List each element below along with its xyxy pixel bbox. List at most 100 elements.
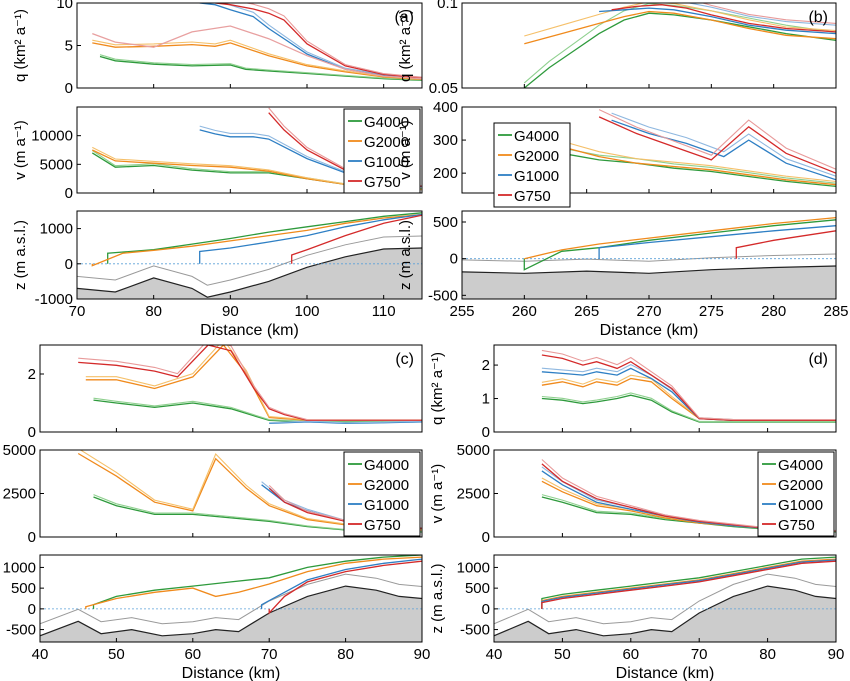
series-line-G750 [268,560,422,615]
legend-label-G4000: G4000 [364,457,409,474]
y-tick-label: 0 [482,424,490,441]
y-tick-label: 5000 [3,442,36,459]
series-line-G2000 [92,42,422,81]
series-line-G2000 [524,132,836,186]
legend: G4000 G2000 G1000 G750 [343,451,421,537]
series-line-pale-G750 [78,345,422,421]
bed-line [77,247,422,298]
series-line-ref [92,25,422,80]
series-line-G750 [735,230,836,259]
series-line-G750 [541,354,836,421]
y-tick-label: 200 [433,165,458,182]
x-tick-label: 110 [372,303,396,320]
legend-label-G750: G750 [778,517,815,534]
series-line-G2000 [91,213,422,267]
panel-label: (c) [395,351,414,368]
series-line-G4000 [99,55,422,81]
y-tick-label: 0 [65,185,73,202]
legend-label-G2000: G2000 [778,477,823,494]
legend: G4000 G2000 G1000 G750 [493,122,571,208]
base-line [462,253,836,262]
legend-box [343,108,421,194]
series-line-G750 [78,345,422,422]
series-line-pale-G4000 [541,392,836,422]
x-tick-label: 70 [261,646,278,663]
q-axis-label: q (km² a⁻¹) [429,352,446,425]
y-tick-label: -500 [428,287,458,304]
y-tick-label: 5000 [40,156,73,173]
series-line-G1000 [541,367,836,421]
v-axis-label: v (m a⁻¹) [397,120,414,180]
series-line-G750 [598,116,836,174]
x-tick-label: 90 [828,646,845,663]
bedrock-fill [40,586,422,642]
legend-label-G2000: G2000 [514,148,559,165]
z-axis-label: z (m a.s.l.) [397,220,414,290]
series-line-G4000 [107,212,422,264]
bed-line [494,585,836,637]
legend-label-G750: G750 [364,517,401,534]
y-tick-label: 0 [450,251,458,268]
series-line-G1000 [598,225,836,259]
v-plot [524,109,836,188]
series-line-pale-G1000 [611,112,836,177]
series-line-G4000 [93,399,422,423]
q-plot [78,345,422,424]
legend-label-G4000: G4000 [778,457,823,474]
v-axis-label: v (m a⁻¹) [12,120,29,180]
x-tick-label: 60 [184,646,201,663]
x-tick-label: 50 [554,646,571,663]
x-axis-label: Distance (km) [182,665,281,681]
x-tick-label: 90 [222,303,239,320]
y-tick-label: 1000 [3,559,36,576]
bed-line [462,265,836,274]
z-plot [40,555,422,642]
y-tick-label: -1000 [35,291,73,308]
y-tick-label: 2500 [3,486,36,503]
v-axes-frame [76,106,423,194]
x-tick-label: 60 [622,646,639,663]
x-tick-label: 100 [294,303,319,320]
y-tick-label: 500 [465,580,490,597]
x-tick-label: 265 [574,303,599,320]
z-axis-label: z (m a.s.l.) [429,563,446,633]
bedrock-fill [77,248,422,299]
bedrock-fill [494,586,836,642]
q-plot [523,3,836,88]
panel-label: (b) [808,9,828,26]
series-line-pale-G4000 [93,397,422,422]
legend-label-G750: G750 [364,174,401,191]
z-axes-frame [493,554,837,643]
series-line-G4000 [523,219,836,271]
series-line-G1000 [260,558,422,609]
q-axes-frame [493,344,837,433]
series-line-G2000 [85,345,422,422]
y-tick-label: 2 [482,357,490,374]
x-tick-label: 80 [145,303,162,320]
legend-box [757,451,835,537]
series-line-G750 [291,214,422,264]
x-tick-label: 40 [486,646,503,663]
base-line [494,573,836,625]
series-line-pale-G2000 [524,3,836,37]
series-line-pale-G750 [244,3,422,78]
y-tick-label: -500 [460,622,490,639]
y-tick-label: 0.1 [437,0,458,12]
series-line-G2000 [524,216,836,260]
x-tick-label: 275 [699,303,724,320]
panel-label: (d) [808,351,828,368]
q-axis-label: q (km² a⁻¹) [397,9,414,82]
legend-box [493,122,571,208]
panel-1: 0.05 0.1 q (km² a⁻¹) (b) 200 300 400 v (m a⁻¹) G… [397,0,849,339]
series-line-pale-G2000 [85,345,422,421]
series-line-G2000 [524,10,836,45]
y-tick-label: 10000 [31,128,73,145]
z-plot [462,216,836,299]
y-tick-label: 5 [65,38,73,55]
y-tick-label: 10 [56,0,73,12]
panel-label: (a) [394,9,414,26]
q-plot [541,349,836,423]
z-axes-frame [39,554,423,643]
